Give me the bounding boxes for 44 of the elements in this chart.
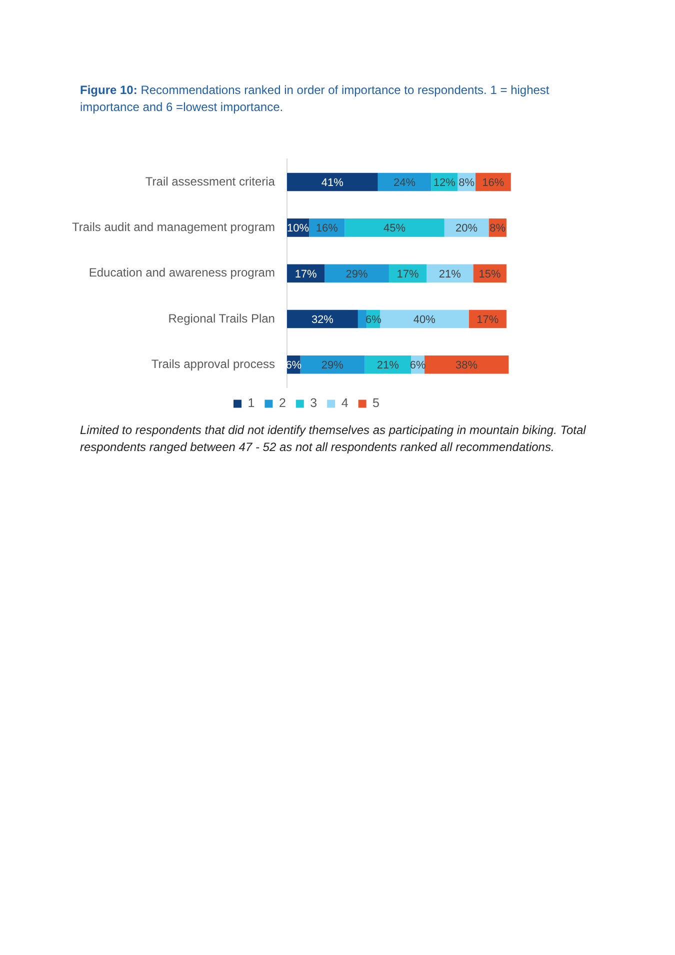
data-label: 45% [383, 222, 406, 235]
legend-label: 4 [341, 396, 348, 410]
data-label: 24% [393, 177, 416, 190]
data-label: 8% [490, 222, 506, 235]
data-label: 17% [396, 268, 420, 280]
bar [300, 356, 365, 374]
bar [364, 356, 412, 374]
data-label: 29% [346, 268, 368, 280]
legend-label: 1 [248, 396, 255, 410]
data-label: 21% [438, 268, 462, 280]
data-label: 40% [413, 314, 436, 326]
y-tick-label: Trail assessment criteria [145, 174, 276, 188]
data-label: 29% [321, 360, 344, 372]
bar [286, 172, 378, 192]
data-label: 32% [311, 314, 334, 326]
bar [380, 310, 469, 328]
bar [286, 310, 358, 328]
data-label: 17% [294, 268, 318, 280]
data-label: 41% [321, 177, 344, 190]
bar [424, 356, 509, 374]
chart-title: Figure 10: Recommendations ranked in order of importance to respondents. 1 = highest importance and 6 =lowest importance. [80, 83, 550, 114]
y-tick-label: Trails approval process [151, 356, 275, 371]
data-label: 16% [316, 222, 338, 235]
data-label: 16% [482, 177, 504, 190]
bar [324, 264, 389, 282]
legend-label: 3 [310, 396, 318, 410]
legend-label: 2 [278, 396, 286, 410]
data-label: 21% [376, 360, 400, 372]
bar [426, 264, 474, 282]
bar [388, 264, 427, 282]
y-tick-label: Education and awareness program [88, 266, 275, 280]
data-label: 17% [476, 314, 499, 326]
data-label: 20% [456, 222, 478, 235]
y-tick-label: Trails audit and management program [72, 220, 275, 234]
y-tick-label: Regional Trails Plan [168, 311, 275, 326]
data-label: 10% [287, 222, 310, 235]
legend-label: 5 [372, 396, 380, 410]
bar [344, 218, 444, 237]
data-label: 12% [433, 177, 456, 190]
data-label: 8% [458, 177, 475, 190]
data-label: 15% [478, 268, 502, 280]
text: Limited to respondents that did not identify themselves as participating in mountain biking. Total respondents ranged between 47 - 52 as not all respondents ranked all recommendations. [80, 422, 587, 456]
bar [358, 310, 367, 328]
data-label: 38% [456, 360, 478, 372]
